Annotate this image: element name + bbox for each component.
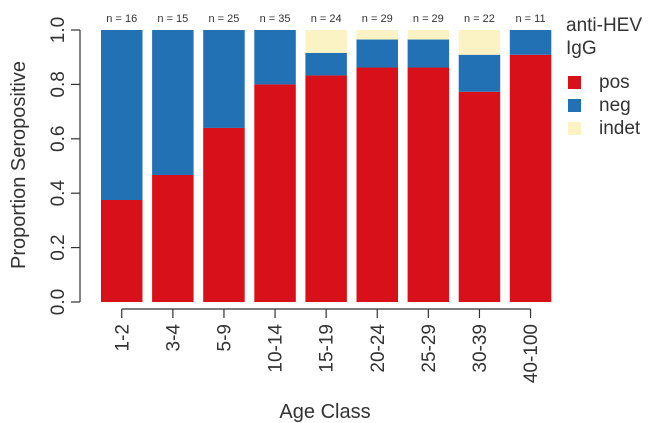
bar-neg-1-2 bbox=[101, 30, 143, 200]
y-tick-label-0.4: 0.4 bbox=[48, 180, 69, 207]
bar-neg-3-4 bbox=[152, 30, 194, 175]
y-tick-label-0.2: 0.2 bbox=[48, 234, 69, 260]
bar-pos-40-100 bbox=[509, 54, 552, 302]
bar-indet-25-29 bbox=[407, 30, 450, 40]
bar-neg-5-9 bbox=[203, 30, 245, 128]
bar-neg-25-29 bbox=[407, 39, 450, 68]
legend-swatch-indet bbox=[568, 122, 581, 135]
y-axis-title: Proportion Seropositive bbox=[8, 61, 30, 269]
x-tick-label-40-100: 40-100 bbox=[521, 324, 542, 383]
x-tick-label-3-4: 3-4 bbox=[163, 324, 184, 352]
bar-indet-20-24 bbox=[356, 30, 398, 40]
y-axis: 0.0 0.2 0.4 0.6 0.8 1.0 bbox=[48, 17, 81, 315]
y-tick-label-0.8: 0.8 bbox=[48, 71, 69, 97]
x-tick-label-1-2: 1-2 bbox=[112, 324, 133, 351]
n-label-20-24: n = 29 bbox=[362, 13, 393, 25]
x-axis: 1-2 3-4 5-9 10-14 15-19 20-24 25-29 30-39 40-100 bbox=[112, 308, 542, 383]
n-label-1-2: n = 16 bbox=[106, 13, 137, 25]
n-label-10-14: n = 35 bbox=[260, 13, 291, 25]
bar-pos-1-2 bbox=[101, 200, 143, 302]
x-axis-title: Age Class bbox=[279, 401, 370, 423]
n-label-15-19: n = 24 bbox=[311, 13, 342, 25]
legend-title-line-2: IgG bbox=[566, 38, 597, 59]
x-tick-label-20-24: 20-24 bbox=[368, 324, 389, 373]
bar-pos-10-14 bbox=[254, 84, 296, 303]
bar-pos-20-24 bbox=[356, 67, 398, 302]
n-label-5-9: n = 25 bbox=[209, 13, 240, 25]
n-label-3-4: n = 15 bbox=[157, 13, 188, 25]
bar-neg-10-14 bbox=[254, 30, 296, 85]
bar-pos-15-19 bbox=[305, 75, 347, 302]
x-tick-label-15-19: 15-19 bbox=[317, 324, 338, 373]
legend-swatch-pos bbox=[568, 76, 581, 89]
legend-label-neg: neg bbox=[599, 95, 631, 116]
legend-title-line-1: anti-HEV bbox=[566, 15, 642, 36]
legend-label-indet: indet bbox=[599, 118, 641, 139]
x-tick-label-25-29: 25-29 bbox=[419, 324, 440, 373]
bar-pos-25-29 bbox=[407, 67, 450, 302]
bar-indet-15-19 bbox=[305, 30, 347, 53]
bars-layer bbox=[101, 30, 552, 303]
y-tick-label-1.0: 1.0 bbox=[48, 17, 69, 43]
n-label-25-29: n = 29 bbox=[413, 13, 444, 25]
bar-neg-15-19 bbox=[305, 52, 347, 76]
legend-label-pos: pos bbox=[599, 72, 630, 93]
bar-pos-30-39 bbox=[458, 91, 501, 302]
bar-neg-20-24 bbox=[356, 39, 398, 68]
bar-pos-3-4 bbox=[152, 174, 194, 302]
bar-pos-5-9 bbox=[203, 127, 245, 302]
x-tick-label-30-39: 30-39 bbox=[470, 324, 491, 373]
x-tick-label-5-9: 5-9 bbox=[214, 324, 235, 351]
bar-indet-30-39 bbox=[458, 30, 501, 55]
bar-neg-40-100 bbox=[509, 30, 552, 55]
y-tick-label-0.6: 0.6 bbox=[48, 126, 69, 152]
sample-size-labels: n = 16 n = 15 n = 25 n = 35 n = 24 n = 29 n = … bbox=[106, 13, 545, 25]
n-label-30-39: n = 22 bbox=[464, 13, 495, 25]
x-tick-label-10-14: 10-14 bbox=[266, 324, 287, 373]
n-label-40-100: n = 11 bbox=[516, 13, 546, 25]
bar-neg-30-39 bbox=[458, 54, 501, 92]
legend-swatch-neg bbox=[568, 99, 581, 112]
y-tick-label-0.0: 0.0 bbox=[48, 289, 69, 315]
